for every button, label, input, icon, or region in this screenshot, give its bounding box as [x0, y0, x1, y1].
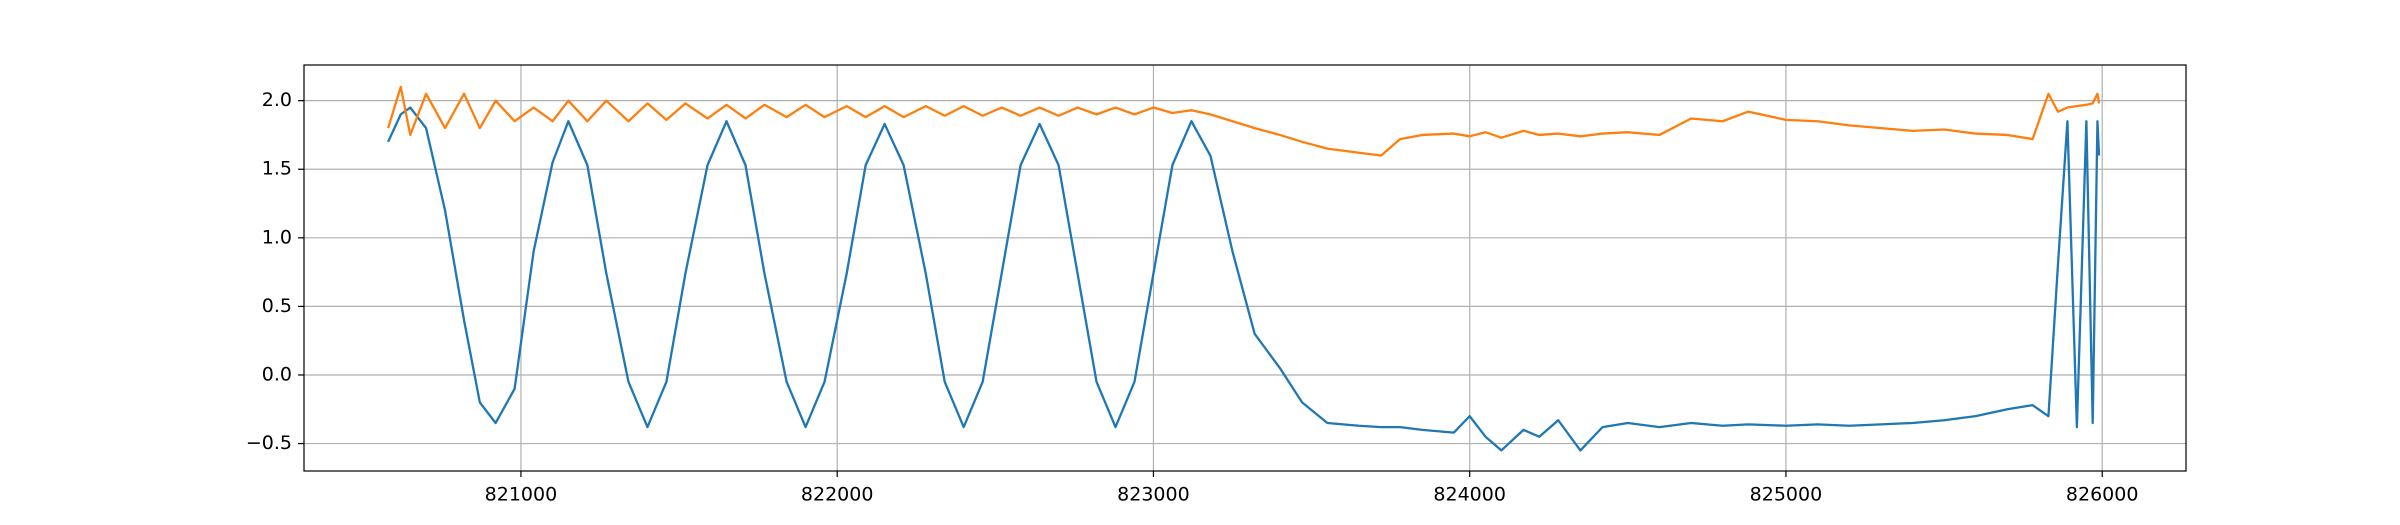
- x-tick-label: 826000: [2066, 484, 2139, 506]
- series-line: [387, 106, 2101, 452]
- x-tick-label: 822000: [801, 484, 874, 506]
- x-tick-label: 824000: [1433, 484, 1506, 506]
- y-tick-label: 2.0: [262, 89, 292, 111]
- series-line: [387, 85, 2101, 157]
- y-tick-label: −0.5: [246, 432, 292, 454]
- y-tick-label: 0.5: [262, 295, 292, 317]
- y-tick-label: 0.0: [262, 363, 292, 385]
- x-tick-label: 823000: [1117, 484, 1190, 506]
- plot-frame: [303, 64, 2187, 472]
- y-tick-label: 1.0: [262, 226, 292, 248]
- y-tick-label: 1.5: [262, 158, 292, 180]
- x-tick-label: 821000: [485, 484, 558, 506]
- x-tick-label: 825000: [1750, 484, 1823, 506]
